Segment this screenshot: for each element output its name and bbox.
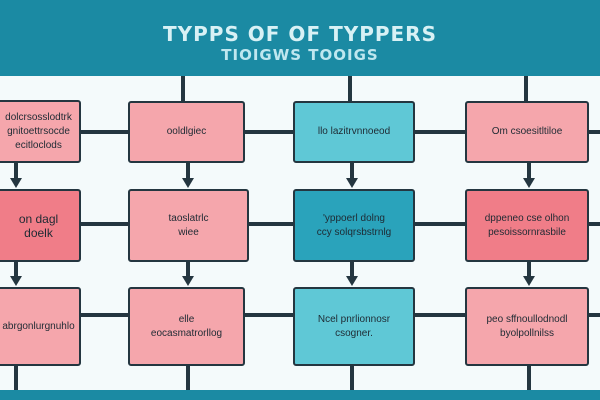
- node-text: on dagl: [18, 211, 59, 226]
- node-text: gnitoettrsocde: [7, 125, 70, 137]
- node-text: Ncel pnrlionnosr: [317, 313, 391, 325]
- connector-c1-c: [14, 366, 18, 390]
- node-text: doelk: [24, 225, 53, 240]
- diagram-node: abrgonlurgnuhlo: [0, 287, 81, 366]
- node-text: byolpollnilss: [500, 327, 554, 339]
- diagram-node: peo sffnoullodnodl byolpollnilss: [465, 287, 589, 366]
- connector-c4-c: [527, 366, 531, 390]
- node-text: dolcrsosslodtrk: [5, 111, 72, 123]
- diagram-node: dppeneo cse olhon pesoissornrasbile: [465, 189, 589, 262]
- connector-c2-b: [186, 262, 190, 277]
- connector-top-2: [348, 76, 352, 102]
- node-text: eocasmatrorllog: [150, 327, 223, 339]
- diagram-node: dolcrsosslodtrk gnitoettrsocde ecitloclo…: [0, 100, 81, 163]
- node-text: llo lazitrvnnoeod: [317, 126, 391, 137]
- node-text: peo sffnoullodnodl: [486, 313, 568, 325]
- node-text: 'yppoerl dolng: [323, 212, 385, 224]
- diagram-title: TYPPS OF OF TYPPERS: [163, 22, 437, 46]
- node-text: wiee: [178, 226, 199, 238]
- connector-c3-c: [350, 366, 354, 390]
- diagram-node: ooldlgiec: [128, 101, 245, 163]
- diagram-node: Om csoesitltiloe: [465, 101, 589, 163]
- node-text: ooldlgiec: [166, 126, 207, 137]
- diagram-node: llo lazitrvnnoeod: [293, 101, 415, 163]
- diagram-node: elle eocasmatrorllog: [128, 287, 245, 366]
- node-text: elle: [178, 313, 195, 325]
- diagram-node: 'yppoerl dolng ccy solqrsbstrnlg: [293, 189, 415, 262]
- footer-band: [0, 390, 600, 400]
- connector-c2-c: [186, 366, 190, 390]
- connector-c4-b: [527, 262, 531, 277]
- node-text: csogner.: [335, 327, 373, 339]
- arrow-c4-a: [523, 178, 535, 188]
- diagram-node: on dagl doelk: [0, 189, 81, 262]
- arrow-c3-b: [346, 276, 358, 286]
- node-text: pesoissornrasbile: [488, 226, 566, 238]
- arrow-c4-b: [523, 276, 535, 286]
- connector-c1-a: [14, 163, 18, 179]
- connector-c3-b: [350, 262, 354, 277]
- node-text: abrgonlurgnuhlo: [2, 320, 75, 332]
- connector-c2-a: [186, 163, 190, 179]
- connector-top-3: [524, 76, 528, 102]
- arrow-c2-b: [182, 276, 194, 286]
- node-text: dppeneo cse olhon: [484, 212, 570, 224]
- header-banner: [0, 0, 600, 76]
- node-text: ecitloclods: [15, 139, 62, 151]
- diagram-node: Ncel pnrlionnosr csogner.: [293, 287, 415, 366]
- node-text: taoslatrlc: [168, 212, 209, 224]
- arrow-c2-a: [182, 178, 194, 188]
- connector-c1-b: [14, 262, 18, 277]
- connector-c3-a: [350, 163, 354, 179]
- arrow-c1-b: [10, 276, 22, 286]
- node-text: Om csoesitltiloe: [491, 126, 563, 137]
- diagram-node: taoslatrlc wiee: [128, 189, 249, 262]
- connector-c4-a: [527, 163, 531, 179]
- diagram-subtitle: TIOIGWS TOOIGS: [221, 46, 379, 64]
- arrow-c1-a: [10, 178, 22, 188]
- node-text: ccy solqrsbstrnlg: [316, 226, 392, 238]
- connector-top-1: [181, 76, 185, 102]
- arrow-c3-a: [346, 178, 358, 188]
